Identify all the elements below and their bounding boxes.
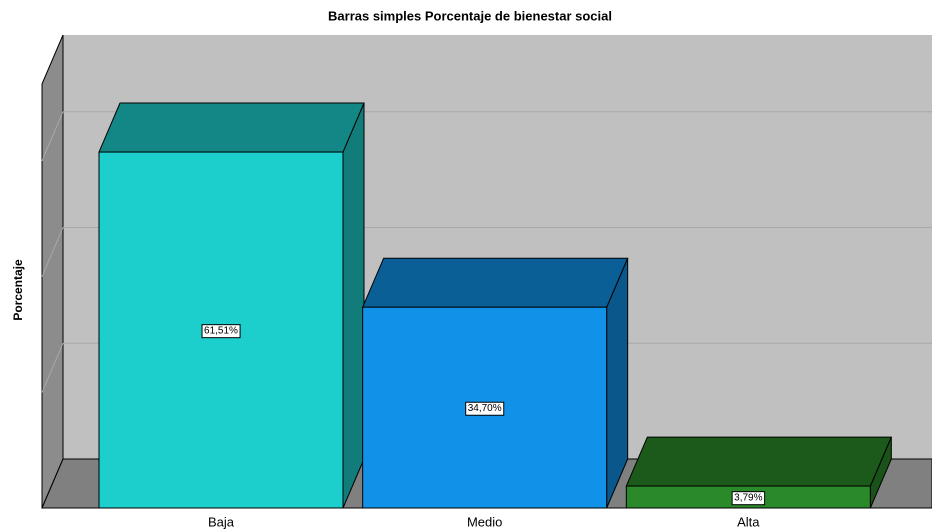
chart-title: Barras simples Porcentaje de bienestar s… <box>328 8 612 23</box>
bar-top <box>625 436 893 487</box>
left-wall <box>41 34 64 509</box>
bar-side <box>342 102 365 509</box>
x-tick-label: Medio <box>467 514 502 529</box>
x-tick-label: Baja <box>208 514 235 529</box>
value-label-box <box>465 401 505 416</box>
bar-top <box>98 102 365 153</box>
grid-line <box>41 111 64 161</box>
bar <box>361 257 629 509</box>
value-label: 34,70% <box>468 403 502 414</box>
grid-line <box>41 227 64 277</box>
value-label-box <box>201 324 241 339</box>
bar-top <box>361 257 629 308</box>
x-tick-label: Alta <box>737 514 760 529</box>
value-label-box <box>731 491 766 506</box>
value-label: 3,79% <box>734 493 762 504</box>
value-label: 61,51% <box>204 326 238 337</box>
bar <box>98 102 365 509</box>
grid-line <box>41 343 64 393</box>
y-axis-label: Porcentaje <box>11 259 25 321</box>
